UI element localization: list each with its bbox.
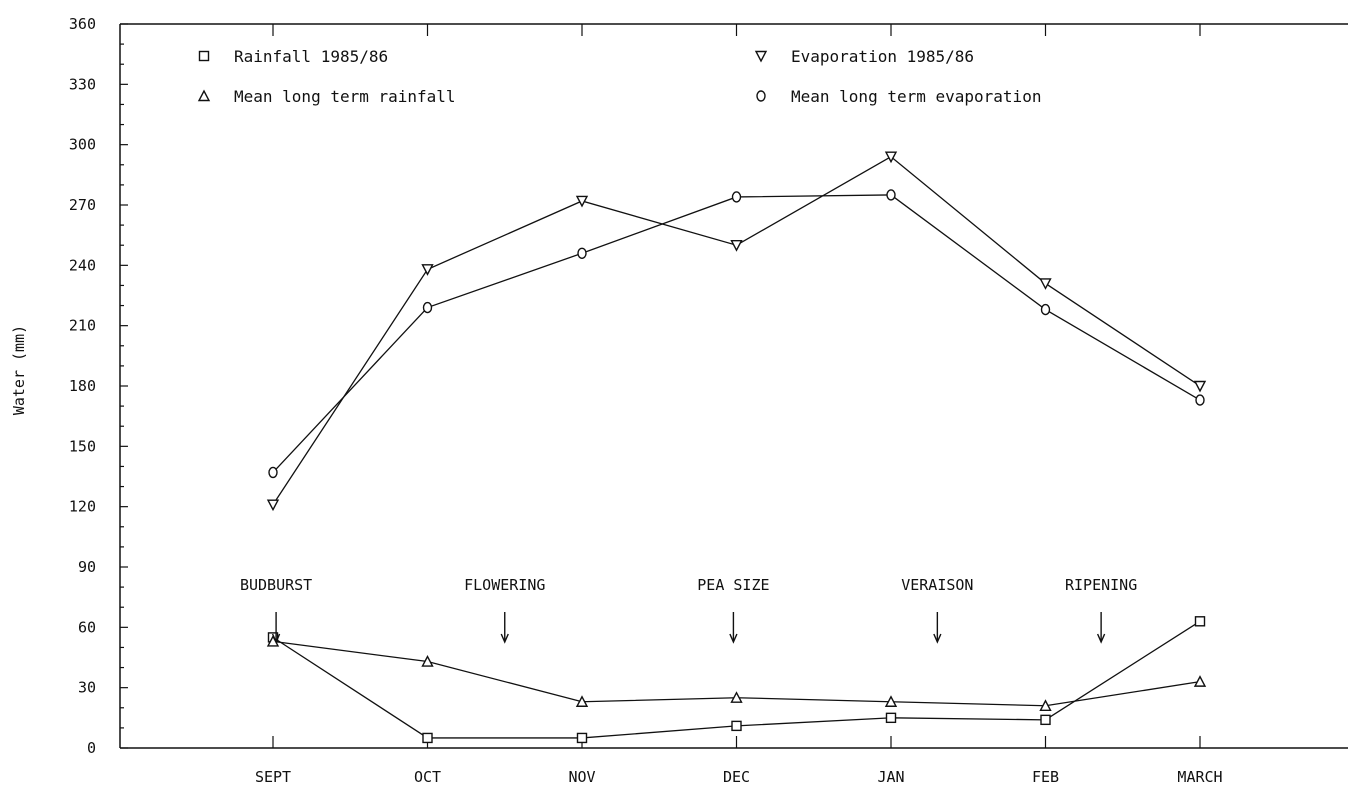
data-point [1039,699,1052,711]
data-point [266,499,280,512]
x-axis-ticks: SEPT OCT NOV DEC JAN FEB MARCH [255,24,1223,786]
x-tick-label: NOV [568,768,595,786]
stage-arrow-head [1096,633,1106,644]
data-point [1194,616,1206,627]
y-tick-label: 270 [69,196,96,214]
data-point [1193,380,1207,393]
legend-item: Mean long term rainfall [197,87,456,106]
legend-label: Evaporation 1985/86 [791,47,974,66]
x-tick-label: MARCH [1177,768,1222,786]
y-axis-ticks: 0 30 60 90 120 150 180 210 240 270 300 330 360 [69,15,128,757]
data-point [1039,278,1052,290]
stage-annotation: BUDBURST [240,576,312,644]
data-point [731,720,742,732]
stage-label: BUDBURST [240,576,312,594]
data-point [575,695,589,707]
y-tick-label: 300 [69,136,96,154]
data-point [575,195,589,208]
series-4 [268,189,1205,479]
stage-label: RIPENING [1065,576,1137,594]
data-point [268,466,278,479]
legend-label: Rainfall 1985/86 [234,47,388,66]
legend-marker [754,50,768,63]
stage-arrow-head [729,633,738,644]
data-point [886,189,896,201]
series-3 [266,634,1207,711]
data-point [1040,303,1051,316]
data-point [1195,394,1205,406]
data-point [730,691,743,703]
data-point [885,712,897,724]
legend-label: Mean long term evaporation [791,87,1041,106]
y-tick-label: 330 [69,75,96,93]
data-point [731,191,742,203]
series-line [272,194,1201,473]
x-tick-label: OCT [414,768,441,786]
data-point [884,695,898,707]
data-point [576,732,588,744]
legend-item: Evaporation 1985/86 [754,47,974,66]
series-1 [267,616,1206,744]
stage-annotation: VERAISON [901,576,973,644]
y-tick-label: 150 [69,437,96,455]
y-tick-label: 360 [69,15,96,33]
x-tick-label: JAN [877,768,904,786]
y-tick-label: 60 [78,618,96,636]
stage-annotation: PEA SIZE [697,576,770,644]
data-point [884,151,898,164]
data-point [1040,714,1051,726]
stage-arrow-head [933,633,942,644]
legend-item: Rainfall 1985/86 [198,47,388,66]
stage-label: FLOWERING [464,576,545,594]
stage-annotations: BUDBURST FLOWERING PEA SIZE VERAISON RIPENIN… [240,576,1137,644]
legend-marker [756,90,766,102]
y-tick-label: 210 [69,317,96,335]
x-tick-label: FEB [1032,768,1059,786]
y-tick-label: 240 [69,256,96,274]
data-point [1193,675,1207,687]
stage-annotation: FLOWERING [464,576,545,644]
legend-marker [197,89,211,102]
y-axis-label: Water (mm) [10,325,28,415]
x-tick-label: SEPT [255,768,291,786]
data-point [577,247,587,259]
y-tick-label: 120 [69,498,96,516]
series-line [272,155,1201,506]
series-2 [266,151,1207,512]
series-line [272,620,1201,739]
legend-marker [198,50,210,62]
stage-label: PEA SIZE [697,576,769,594]
data-point [421,264,434,276]
stage-annotation: RIPENING [1065,576,1137,644]
y-tick-label: 90 [78,558,96,576]
y-tick-label: 180 [69,377,96,395]
stage-label: VERAISON [901,576,973,594]
x-tick-label: DEC [723,768,750,786]
stage-arrow-head [500,633,509,644]
stage-arrow-head [271,633,281,644]
legend-item: Mean long term evaporation [756,87,1041,106]
legend: Rainfall 1985/86 Evaporation 1985/86 Mean … [197,47,1041,106]
data-point [422,301,433,314]
data-point [422,732,433,744]
data-point [730,240,743,252]
y-tick-label: 0 [87,739,96,757]
data-point [421,655,434,667]
legend-label: Mean long term rainfall [234,87,456,106]
y-tick-label: 30 [78,679,96,697]
series-group [266,151,1207,744]
